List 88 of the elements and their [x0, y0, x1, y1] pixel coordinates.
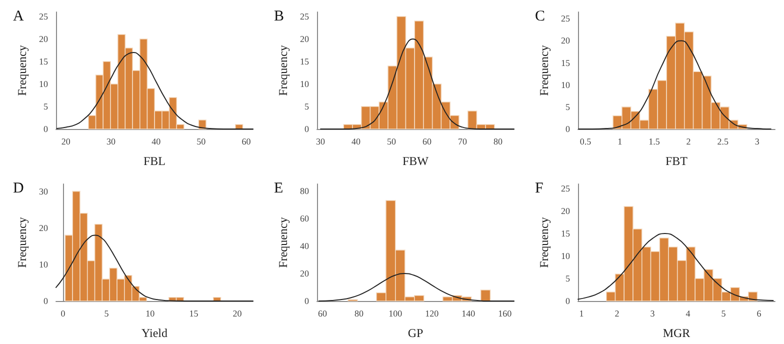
y-tick-label: 10: [39, 259, 48, 270]
x-axis-title: FBW: [402, 154, 430, 168]
x-tick-label: 60: [318, 308, 328, 318]
x-tick-label: 10: [146, 308, 156, 318]
line-series: [320, 38, 514, 130]
y-tick-label: 15: [39, 56, 48, 66]
x-tick-label: 140: [462, 308, 476, 318]
x-axis-title: FBL: [143, 154, 166, 168]
chart-title: C: [535, 8, 546, 24]
y-tick-label: 25: [561, 184, 570, 194]
x-tick-label: 20: [232, 308, 242, 318]
y-tick-label: 20: [300, 268, 310, 278]
x-tick-label: 40: [152, 136, 162, 146]
x-tick-label: 6: [756, 308, 762, 318]
x-tick-label: 0: [60, 308, 66, 318]
x-tick-label: 50: [196, 136, 206, 146]
y-tick-label: 20: [39, 222, 48, 233]
x-tick-label: 15: [189, 308, 199, 318]
chart-title: D: [13, 180, 24, 196]
x-tick-label: 1: [579, 308, 584, 318]
y-tick-label: 0: [44, 296, 48, 306]
y-tick-label: 5: [566, 102, 570, 112]
x-tick-label: 30: [316, 136, 326, 146]
y-tick-label: 25: [561, 14, 570, 24]
y-tick-label: 80: [300, 186, 310, 196]
x-tick-label: 50: [387, 136, 397, 146]
y-tick-label: 5: [44, 102, 48, 112]
x-tick-label: 40: [352, 136, 362, 146]
y-tick-label: 20: [561, 36, 570, 46]
x-tick-label: 5: [104, 308, 110, 318]
x-tick-label: 2: [614, 308, 620, 318]
x-tick-label: 3: [754, 136, 760, 146]
x-tick-label: 30: [106, 136, 116, 146]
line-series: [578, 40, 772, 130]
x-tick-label: 80: [494, 136, 504, 146]
x-tick-label: 160: [498, 308, 512, 318]
x-tick-label: 60: [242, 136, 252, 146]
x-axis-title: Yield: [142, 326, 168, 340]
y-axis-title: Frequency: [276, 45, 290, 96]
y-tick-label: 10: [39, 79, 48, 89]
x-axis-title: MGR: [662, 326, 690, 340]
x-tick-label: 4: [686, 308, 691, 318]
chart-title: F: [535, 180, 544, 196]
chart-title: B: [274, 8, 284, 24]
chart-title: A: [13, 8, 24, 24]
x-tick-label: 120: [425, 308, 440, 318]
x-tick-label: 0.5: [580, 136, 592, 146]
y-tick-label: 0: [566, 124, 570, 134]
x-tick-label: 2: [686, 136, 691, 146]
y-tick-label: 0: [304, 124, 310, 134]
x-tick-label: 80: [354, 308, 364, 318]
y-axis-title: Frequency: [537, 45, 552, 96]
x-axis-title: GP: [408, 326, 424, 340]
y-tick-label: 15: [300, 56, 310, 66]
x-tick-label: 1.5: [648, 136, 660, 146]
y-axis-title: Frequency: [537, 217, 552, 268]
y-tick-label: 60: [300, 213, 310, 224]
y-tick-label: 20: [561, 206, 570, 216]
y-tick-label: 10: [300, 79, 310, 89]
y-tick-label: 5: [566, 274, 570, 284]
x-tick-label: 100: [388, 308, 403, 318]
y-axis-title: Frequency: [15, 217, 30, 268]
chart-title: E: [274, 180, 284, 196]
x-tick-label: 2.5: [717, 136, 729, 146]
x-tick-label: 60: [422, 136, 432, 146]
y-tick-label: 15: [561, 228, 570, 238]
y-tick-label: 25: [300, 12, 310, 22]
x-tick-label: 5: [721, 308, 726, 318]
x-tick-label: 20: [61, 136, 71, 146]
x-axis-title: FBT: [665, 154, 688, 168]
y-tick-label: 0: [566, 296, 570, 306]
y-tick-label: 20: [300, 34, 310, 44]
y-tick-label: 10: [561, 251, 570, 261]
y-tick-label: 0: [44, 124, 48, 134]
y-tick-label: 10: [561, 80, 570, 90]
x-tick-label: 1: [618, 136, 622, 146]
y-tick-label: 20: [39, 34, 48, 44]
y-tick-label: 30: [39, 186, 48, 196]
y-tick-label: 40: [300, 240, 310, 251]
y-tick-label: 0: [304, 296, 310, 306]
x-tick-label: 70: [458, 136, 468, 146]
y-tick-label: 15: [561, 58, 570, 68]
y-axis-title: Frequency: [276, 217, 290, 268]
x-tick-label: 3: [650, 308, 656, 318]
y-tick-label: 5: [304, 102, 310, 112]
line-series: [56, 234, 254, 302]
y-axis-title: Frequency: [15, 45, 30, 96]
y-tick-label: 25: [39, 12, 48, 22]
